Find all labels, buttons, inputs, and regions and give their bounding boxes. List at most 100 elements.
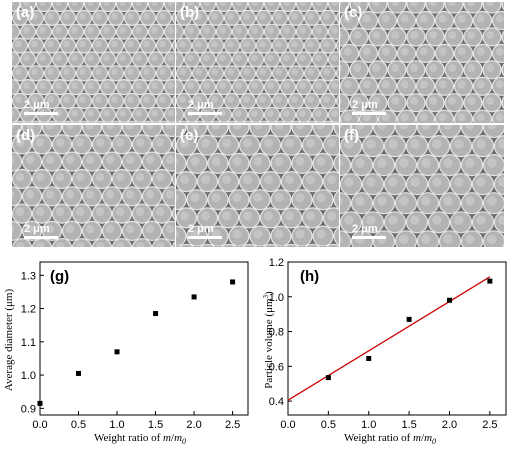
particle-highlight (291, 96, 298, 103)
particle-highlight (343, 47, 352, 56)
particle-highlight (219, 2, 226, 6)
particle-highlight (105, 125, 115, 130)
scale-bar-f: 2 μm (352, 223, 386, 239)
panel-label-d: (d) (16, 127, 36, 144)
particle-highlight (399, 158, 409, 168)
particle-highlight (235, 82, 242, 89)
chart-g-y-tick-label: 1.1 (21, 337, 36, 349)
particle-highlight (151, 2, 158, 6)
particle-highlight (327, 175, 336, 185)
particle (12, 220, 23, 241)
chart-g-y-axis-label: Average diameter (μm) (3, 289, 15, 392)
particle-highlight (323, 96, 330, 103)
particle (274, 120, 286, 123)
particle-highlight (299, 2, 306, 6)
micrograph-e: (e) 2 μm (176, 125, 339, 247)
particle-highlight (39, 82, 46, 89)
particle-highlight (79, 68, 86, 76)
particle-highlight (344, 139, 354, 149)
particle-highlight (85, 125, 95, 130)
particle (46, 120, 58, 123)
particle-highlight (283, 26, 290, 34)
particle-highlight (432, 215, 442, 225)
particle-highlight (47, 40, 54, 48)
particle-highlight (179, 96, 186, 103)
particle-highlight (285, 138, 294, 148)
particle-highlight (211, 40, 218, 48)
particle (171, 66, 175, 80)
particle-highlight (111, 68, 118, 76)
particle-highlight (227, 96, 234, 103)
particle-highlight (253, 125, 263, 130)
chart-h-x-tick-label: 2.0 (442, 419, 457, 431)
particle-highlight (331, 2, 338, 6)
particle (94, 120, 106, 123)
chart-h-data-point (366, 355, 372, 361)
particle-highlight (12, 27, 14, 34)
particle-highlight (65, 190, 75, 199)
particle-highlight (65, 125, 75, 130)
particle-highlight (115, 172, 125, 182)
particle-highlight (176, 54, 178, 61)
scale-line-b (188, 112, 222, 115)
particle-highlight (487, 234, 497, 244)
particle (340, 154, 352, 177)
particle (333, 154, 339, 173)
particle-highlight (340, 31, 343, 39)
chart-h-xlabel-slash: / (421, 432, 425, 444)
particle-highlight (381, 47, 390, 56)
particle (210, 120, 222, 123)
chart-h-y-tick-label: 0.4 (269, 396, 284, 408)
particle-highlight (71, 26, 78, 34)
particle-highlight (105, 155, 115, 164)
particle-highlight (323, 68, 330, 76)
particle-highlight (167, 109, 174, 117)
particle-highlight (495, 80, 504, 89)
particle-highlight (155, 172, 165, 182)
particle-highlight (432, 177, 442, 187)
particle-highlight (75, 242, 85, 247)
particle-highlight (267, 82, 274, 89)
particle (12, 106, 21, 123)
particle-highlight (388, 139, 398, 149)
particle-highlight (399, 234, 409, 244)
micrograph-d: (d) 2 μm (12, 125, 175, 247)
particle (176, 23, 185, 40)
particle-highlight (315, 26, 322, 34)
particle-highlight (251, 82, 258, 89)
particle-highlight (366, 215, 376, 225)
particle-highlight (23, 82, 30, 89)
particle-highlight (176, 193, 179, 202)
chart-h-xlabel-text: Weight ratio of (344, 432, 413, 444)
particle-highlight (443, 125, 453, 130)
particle-highlight (251, 2, 258, 6)
particle-highlight (274, 229, 284, 239)
particle-highlight (388, 215, 398, 225)
chart-g-y-tick-label: 0.9 (21, 403, 36, 415)
particle-highlight (12, 82, 14, 89)
particle-highlight (243, 175, 252, 185)
particle-highlight (323, 13, 330, 20)
particle-highlight (467, 64, 476, 72)
particle-highlight (443, 158, 453, 168)
particle-highlight (377, 125, 387, 130)
particle-highlight (295, 193, 305, 203)
chart-h: (h) Particle volume (μm3) Weight ratio o… (258, 252, 515, 449)
particle (12, 125, 23, 138)
particle-highlight (465, 196, 475, 206)
particle-highlight (195, 40, 202, 48)
particle-texture (176, 2, 339, 123)
particle-highlight (399, 196, 409, 206)
particle-highlight (429, 31, 438, 40)
particle-highlight (159, 96, 166, 103)
chart-g-x-tick-label: 0.5 (71, 419, 86, 431)
particle-highlight (306, 211, 315, 221)
particle (241, 243, 258, 247)
particle (501, 30, 504, 44)
chart-g-plot-frame (39, 261, 249, 416)
particle-highlight (438, 80, 447, 89)
particle-highlight (179, 40, 186, 48)
particle-highlight (448, 2, 457, 7)
particle-highlight (429, 2, 438, 7)
particle (176, 189, 187, 211)
